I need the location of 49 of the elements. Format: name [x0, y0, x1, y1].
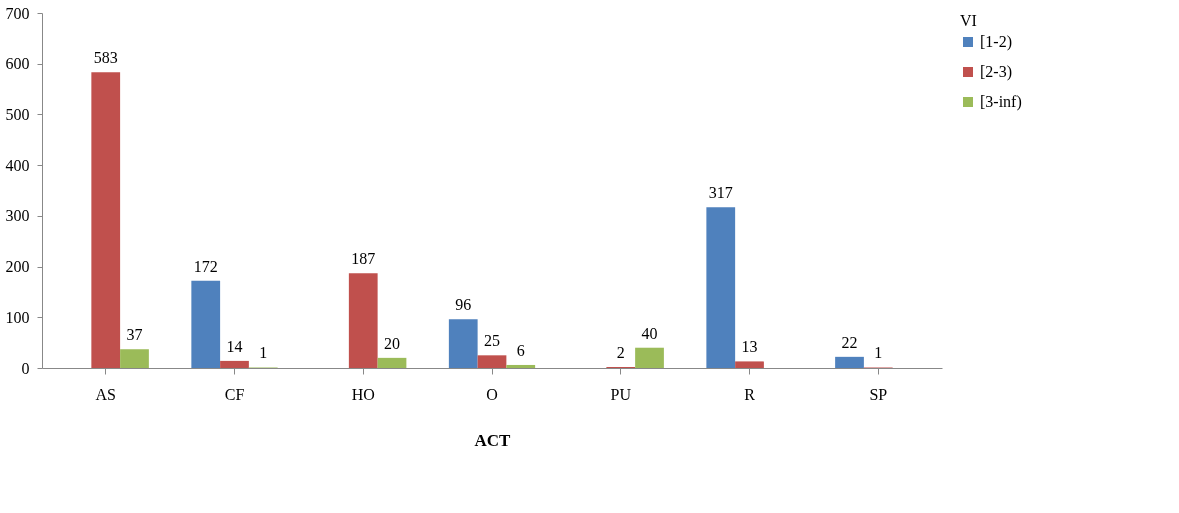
bar	[220, 360, 249, 368]
data-label: 2	[616, 343, 625, 361]
y-tick-label: 700	[5, 4, 30, 22]
bar	[448, 319, 478, 368]
x-tick-label: CF	[224, 385, 245, 403]
y-tick-label: 0	[21, 359, 30, 377]
x-tick-label: O	[486, 385, 498, 403]
legend-label: [3-inf)	[980, 93, 1022, 111]
x-tick-label: PU	[610, 385, 632, 403]
bar	[835, 356, 864, 368]
y-tick-label: 100	[5, 308, 30, 326]
data-label: 583	[93, 49, 118, 67]
data-label: 172	[193, 257, 218, 275]
x-axis-title: ACT	[474, 430, 512, 450]
data-label: 187	[351, 250, 376, 268]
y-tick-label: 200	[5, 258, 30, 276]
data-label: 40	[641, 324, 658, 342]
legend-label: [1-2)	[980, 33, 1012, 51]
y-tick-label: 400	[5, 156, 30, 174]
x-tick-label: SP	[869, 385, 888, 403]
y-tick-label: 500	[5, 105, 30, 123]
bar	[191, 280, 221, 368]
data-label: 13	[741, 338, 758, 356]
bar	[120, 349, 149, 368]
y-tick-label: 600	[5, 55, 30, 73]
bar	[348, 273, 378, 368]
data-label: 6	[516, 341, 525, 359]
x-tick-label: R	[744, 385, 756, 403]
data-label: 1	[874, 344, 883, 362]
bar	[477, 355, 507, 368]
data-label: 22	[841, 333, 858, 351]
bar	[635, 347, 664, 368]
y-tick-label: 300	[5, 207, 30, 225]
data-label: 1	[259, 344, 268, 362]
data-label: 317	[708, 184, 733, 202]
data-label: 14	[226, 337, 243, 355]
data-label: 37	[126, 326, 143, 344]
bar	[706, 207, 736, 368]
data-label: 20	[384, 334, 400, 352]
x-tick-label: HO	[351, 385, 375, 403]
legend-label: [2-3)	[980, 63, 1012, 81]
legend-title: VI	[960, 12, 977, 29]
bar	[377, 357, 407, 368]
x-tick-label: AS	[95, 385, 116, 403]
data-label: 25	[484, 332, 500, 350]
bar	[506, 364, 536, 368]
bar	[91, 72, 121, 368]
data-label: 96	[455, 296, 472, 314]
bar	[735, 361, 764, 368]
